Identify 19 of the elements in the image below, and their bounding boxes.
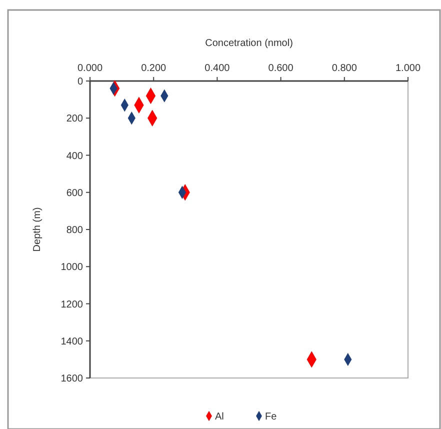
x-axis-title: Concetration (nmol)	[205, 38, 293, 49]
y-tick-label: 800	[66, 225, 84, 236]
y-tick-label: 200	[66, 114, 84, 125]
y-tick-label: 1400	[60, 336, 84, 348]
y-tick-label: 1000	[60, 262, 84, 274]
y-tick-label: 1200	[60, 299, 84, 310]
y-tick-label: 1600	[60, 374, 84, 384]
x-tick-label: 0.200	[141, 63, 167, 74]
x-tick-label: 0.000	[77, 63, 103, 74]
y-tick-label: 400	[66, 150, 84, 162]
x-tick-label: 0.800	[332, 63, 358, 74]
x-tick-label: 0.400	[204, 63, 230, 74]
x-tick-label: 1.000	[395, 63, 421, 74]
legend-label: Al	[215, 412, 224, 422]
y-tick-label: 0	[77, 76, 84, 88]
y-axis-title: Depth (m)	[32, 207, 43, 252]
legend-label: Fe	[265, 412, 278, 422]
x-tick-label: 0.600	[268, 63, 294, 74]
y-tick-label: 600	[66, 188, 84, 199]
